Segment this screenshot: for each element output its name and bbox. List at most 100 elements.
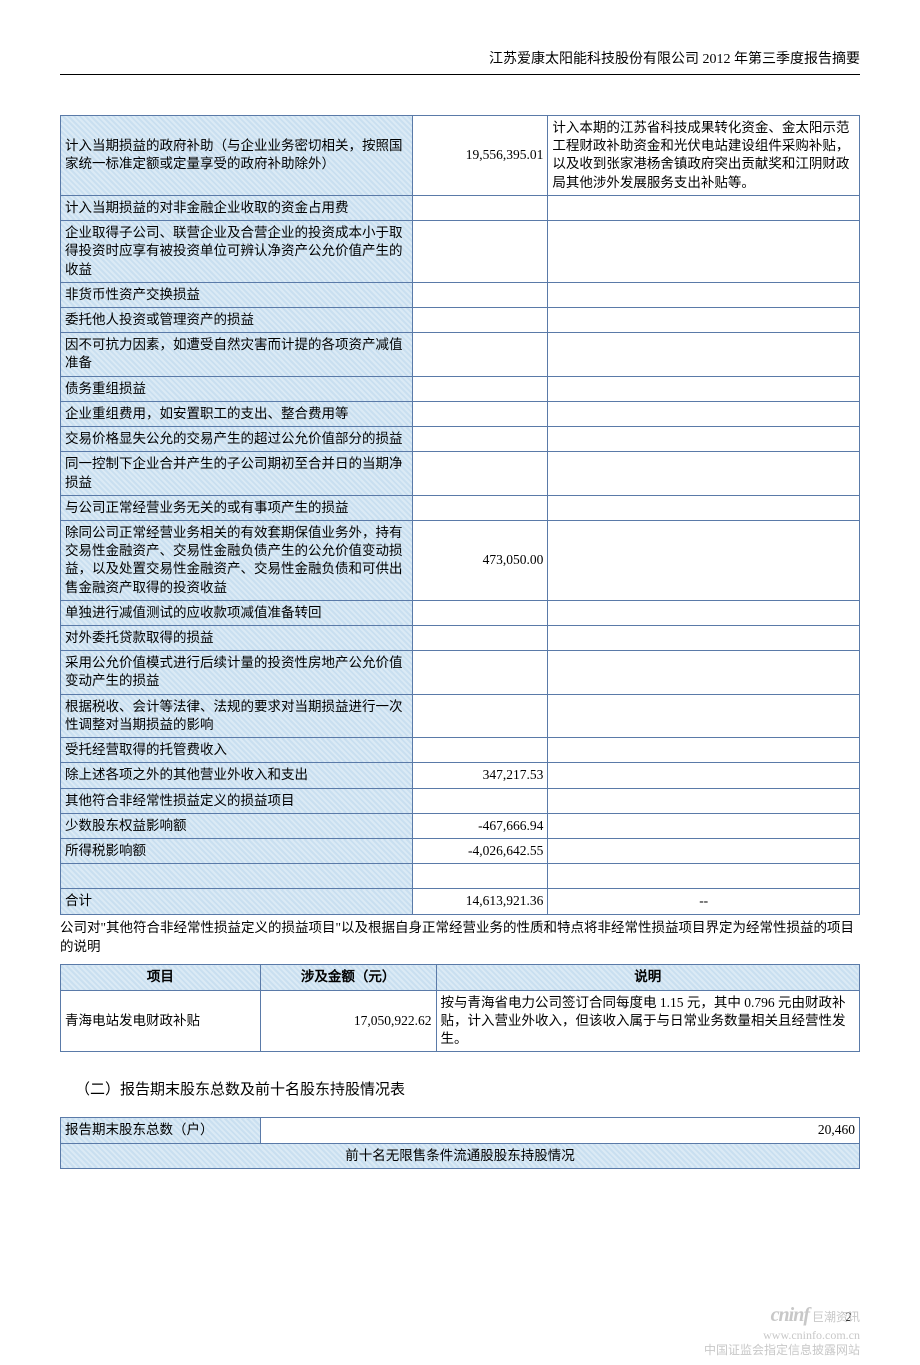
row-label: 因不可抗力因素，如遭受自然灾害而计提的各项资产减值准备	[61, 333, 413, 376]
shareholder-count-label: 报告期末股东总数（户）	[61, 1118, 261, 1143]
table-row: 因不可抗力因素，如遭受自然灾害而计提的各项资产减值准备	[61, 333, 860, 376]
shareholder-table: 报告期末股东总数（户） 20,460 前十名无限售条件流通股股东持股情况	[60, 1117, 860, 1168]
cell-amount: 17,050,922.62	[260, 990, 436, 1052]
row-label: 单独进行减值测试的应收款项减值准备转回	[61, 600, 413, 625]
col-amount: 涉及金额（元）	[260, 965, 436, 990]
watermark: cninf 巨潮资讯 www.cninfo.com.cn 中国证监会指定信息披露…	[704, 1302, 860, 1359]
row-amount	[412, 788, 548, 813]
row-label: 根据税收、会计等法律、法规的要求对当期损益进行一次性调整对当期损益的影响	[61, 694, 413, 737]
row-label: 债务重组损益	[61, 376, 413, 401]
row-label: 企业取得子公司、联营企业及合营企业的投资成本小于取得投资时应享有被投资单位可辨认…	[61, 221, 413, 283]
row-label: 所得税影响额	[61, 839, 413, 864]
table-row: 前十名无限售条件流通股股东持股情况	[61, 1143, 860, 1168]
page-footer: 2 cninf 巨潮资讯 www.cninfo.com.cn 中国证监会指定信息…	[60, 1309, 860, 1325]
row-desc	[548, 452, 860, 495]
row-amount	[412, 864, 548, 889]
row-amount	[412, 452, 548, 495]
row-label: 计入当期损益的政府补助（与企业业务密切相关，按照国家统一标准定额或定量享受的政府…	[61, 116, 413, 196]
table-row: 同一控制下企业合并产生的子公司期初至合并日的当期净损益	[61, 452, 860, 495]
page-header: 江苏爱康太阳能科技股份有限公司 2012 年第三季度报告摘要	[60, 48, 860, 75]
row-desc	[548, 694, 860, 737]
row-desc	[548, 307, 860, 332]
row-desc	[548, 626, 860, 651]
row-label: 少数股东权益影响额	[61, 813, 413, 838]
row-desc	[548, 427, 860, 452]
row-label: 企业重组费用，如安置职工的支出、整合费用等	[61, 401, 413, 426]
table-row: 青海电站发电财政补贴 17,050,922.62 按与青海省电力公司签订合同每度…	[61, 990, 860, 1052]
row-label: 受托经营取得的托管费收入	[61, 738, 413, 763]
row-label: 交易价格显失公允的交易产生的超过公允价值部分的损益	[61, 427, 413, 452]
nonrecurring-table: 计入当期损益的政府补助（与企业业务密切相关，按照国家统一标准定额或定量享受的政府…	[60, 115, 860, 915]
row-amount	[412, 600, 548, 625]
top10-header: 前十名无限售条件流通股股东持股情况	[61, 1143, 860, 1168]
row-desc	[548, 221, 860, 283]
cninfo-logo-cn: 巨潮资讯	[812, 1310, 860, 1324]
row-label: 合计	[61, 889, 413, 914]
row-desc	[548, 333, 860, 376]
table-row: 企业重组费用，如安置职工的支出、整合费用等	[61, 401, 860, 426]
row-desc: --	[548, 889, 860, 914]
row-desc	[548, 738, 860, 763]
table-row: 债务重组损益	[61, 376, 860, 401]
table-row: 计入当期损益的对非金融企业收取的资金占用费	[61, 195, 860, 220]
table-row: 受托经营取得的托管费收入	[61, 738, 860, 763]
table-row: 除同公司正常经营业务相关的有效套期保值业务外，持有交易性金融资产、交易性金融负债…	[61, 520, 860, 600]
row-desc	[548, 195, 860, 220]
cninfo-logo: cninf	[771, 1304, 809, 1326]
row-desc: 计入本期的江苏省科技成果转化资金、金太阳示范工程财政补助资金和光伏电站建设组件采…	[548, 116, 860, 196]
row-desc	[548, 839, 860, 864]
table-row: 委托他人投资或管理资产的损益	[61, 307, 860, 332]
row-amount	[412, 376, 548, 401]
table-header-row: 项目 涉及金额（元） 说明	[61, 965, 860, 990]
row-amount	[412, 738, 548, 763]
row-desc	[548, 520, 860, 600]
row-label: 同一控制下企业合并产生的子公司期初至合并日的当期净损益	[61, 452, 413, 495]
row-amount: 19,556,395.01	[412, 116, 548, 196]
row-amount: -4,026,642.55	[412, 839, 548, 864]
table-row: 采用公允价值模式进行后续计量的投资性房地产公允价值变动产生的损益	[61, 651, 860, 694]
row-label: 其他符合非经常性损益定义的损益项目	[61, 788, 413, 813]
table-row: 计入当期损益的政府补助（与企业业务密切相关，按照国家统一标准定额或定量享受的政府…	[61, 116, 860, 196]
shareholder-count-value: 20,460	[260, 1118, 859, 1143]
row-amount	[412, 626, 548, 651]
row-label	[61, 864, 413, 889]
row-amount: 473,050.00	[412, 520, 548, 600]
cninfo-url: www.cninfo.com.cn	[763, 1328, 860, 1342]
row-amount	[412, 427, 548, 452]
cninfo-tag: 中国证监会指定信息披露网站	[704, 1343, 860, 1357]
row-desc	[548, 763, 860, 788]
table-row: 企业取得子公司、联营企业及合营企业的投资成本小于取得投资时应享有被投资单位可辨认…	[61, 221, 860, 283]
table-row: 报告期末股东总数（户） 20,460	[61, 1118, 860, 1143]
table-row: 所得税影响额-4,026,642.55	[61, 839, 860, 864]
col-project: 项目	[61, 965, 261, 990]
row-amount: 14,613,921.36	[412, 889, 548, 914]
row-label: 除上述各项之外的其他营业外收入和支出	[61, 763, 413, 788]
row-desc	[548, 495, 860, 520]
row-desc	[548, 376, 860, 401]
row-desc	[548, 864, 860, 889]
table-row: 合计14,613,921.36--	[61, 889, 860, 914]
row-amount	[412, 333, 548, 376]
row-amount	[412, 651, 548, 694]
explain-table: 项目 涉及金额（元） 说明 青海电站发电财政补贴 17,050,922.62 按…	[60, 964, 860, 1052]
cell-project: 青海电站发电财政补贴	[61, 990, 261, 1052]
cell-desc: 按与青海省电力公司签订合同每度电 1.15 元，其中 0.796 元由财政补贴，…	[436, 990, 859, 1052]
row-desc	[548, 788, 860, 813]
row-label: 除同公司正常经营业务相关的有效套期保值业务外，持有交易性金融资产、交易性金融负债…	[61, 520, 413, 600]
table-row: 其他符合非经常性损益定义的损益项目	[61, 788, 860, 813]
table-row: 根据税收、会计等法律、法规的要求对当期损益进行一次性调整对当期损益的影响	[61, 694, 860, 737]
row-amount	[412, 282, 548, 307]
row-amount: -467,666.94	[412, 813, 548, 838]
row-amount	[412, 307, 548, 332]
table-row: 单独进行减值测试的应收款项减值准备转回	[61, 600, 860, 625]
table-row: 对外委托贷款取得的损益	[61, 626, 860, 651]
table-row: 除上述各项之外的其他营业外收入和支出347,217.53	[61, 763, 860, 788]
table-row	[61, 864, 860, 889]
table-row: 少数股东权益影响额-467,666.94	[61, 813, 860, 838]
row-desc	[548, 600, 860, 625]
table-row: 非货币性资产交换损益	[61, 282, 860, 307]
row-label: 与公司正常经营业务无关的或有事项产生的损益	[61, 495, 413, 520]
row-label: 采用公允价值模式进行后续计量的投资性房地产公允价值变动产生的损益	[61, 651, 413, 694]
section-title: （二）报告期末股东总数及前十名股东持股情况表	[60, 1078, 860, 1099]
table-row: 交易价格显失公允的交易产生的超过公允价值部分的损益	[61, 427, 860, 452]
